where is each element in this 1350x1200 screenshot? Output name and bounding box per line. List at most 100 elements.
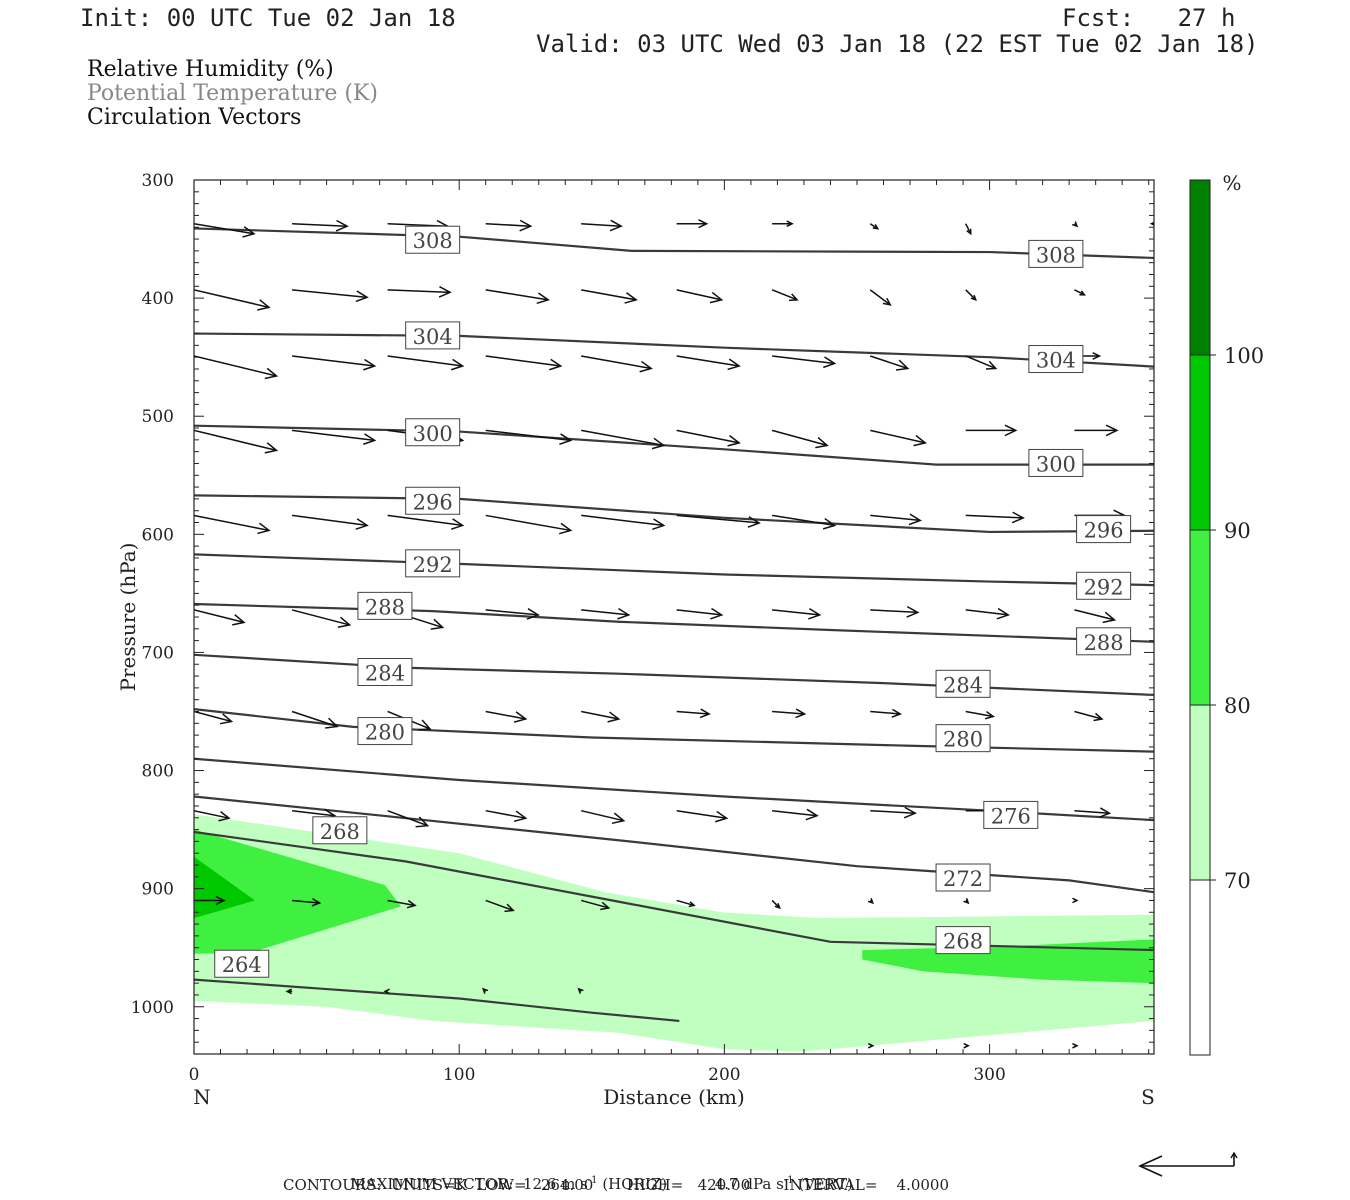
vector-head: [714, 810, 729, 823]
horiz-tag: (HORIZ): [602, 1175, 668, 1193]
theta-contour-296: [194, 494, 1154, 534]
contour-label-box-280: [357, 717, 413, 746]
y-tick-label: 800: [142, 762, 174, 782]
vector-head: [285, 988, 292, 995]
contour-label-box-308: [405, 225, 461, 254]
max-vector-vert: 4.7 dPa s: [714, 1175, 784, 1193]
vector-head: [1092, 352, 1102, 360]
vector-head: [795, 708, 807, 719]
circulation-vector: [485, 514, 573, 535]
circulation-vector: [870, 513, 922, 526]
vector-head: [219, 713, 234, 725]
y-axis-label: Pressure (hPa): [116, 543, 140, 692]
max-vector-line: MAXIMUM VECTOR: 12.6 m s-1 (HORIZ) 4.7 d…: [341, 1157, 853, 1193]
circulation-vector: [870, 429, 927, 447]
vector-shaft: [870, 429, 926, 444]
reference-vector-icon: [1138, 1151, 1238, 1177]
vector-head: [1099, 807, 1112, 818]
circulation-vector: [194, 429, 279, 454]
circulation-vector: [1072, 897, 1079, 904]
circulation-vector: [292, 898, 322, 907]
colorbar-segment: [1190, 530, 1210, 705]
circulation-vector: [870, 806, 917, 819]
circulation-vector: [581, 809, 626, 825]
circulation-vector: [485, 608, 540, 620]
vector-shaft: [772, 809, 818, 817]
legend-vectors: Circulation Vectors: [87, 105, 302, 130]
vector-shaft: [194, 710, 232, 723]
vector-head: [363, 358, 377, 371]
circulation-vector: [581, 355, 653, 373]
contour-label-box-276: [983, 800, 1039, 829]
contour-label-box-300: [405, 418, 461, 447]
vector-head: [264, 442, 279, 454]
circulation-vector: [285, 988, 293, 995]
circulation-vector: [772, 607, 822, 620]
theta-contour-292: [194, 553, 1154, 587]
init-time: Init: 00 UTC Tue 02 Jan 18: [80, 4, 456, 32]
vector-shaft: [869, 289, 891, 306]
vector-head: [1102, 611, 1117, 624]
vector-shaft: [485, 514, 571, 532]
vector-head: [727, 435, 741, 447]
circulation-vector: [581, 219, 623, 232]
contour-label-280: 280: [365, 721, 405, 745]
vector-head: [257, 522, 271, 535]
vector-head: [1071, 221, 1079, 228]
vector-shaft: [387, 809, 428, 827]
contour-label-box-296: [1076, 515, 1132, 544]
contour-label-292: 292: [413, 553, 453, 577]
contour-label-276: 276: [991, 804, 1031, 828]
theta-contour-284: [194, 653, 1154, 697]
circulation-vector: [771, 429, 829, 449]
theta-contour-300: [194, 424, 1154, 466]
vector-shaft: [676, 514, 760, 524]
contour-label-box-304: [405, 321, 461, 350]
vector-shaft: [485, 899, 514, 912]
colorbar-segment: [1190, 180, 1210, 355]
vector-head: [1004, 424, 1018, 437]
circulation-vector: [481, 987, 489, 994]
contour-label-284: 284: [365, 662, 405, 686]
vector-shaft: [194, 289, 270, 309]
circulation-vector: [676, 607, 724, 620]
circulation-vector: [387, 809, 430, 828]
vert-tag: (VERT): [798, 1175, 853, 1193]
vector-shaft: [581, 222, 622, 227]
vector-head: [984, 710, 995, 720]
theta-contour-276: [194, 757, 1154, 822]
circulation-vector: [771, 289, 799, 302]
theta-contour-288: [194, 602, 1154, 643]
vector-head: [652, 518, 666, 531]
vector-head: [513, 711, 528, 723]
valid-time: Valid: 03 UTC Wed 03 Jan 18 (22 EST Tue …: [536, 30, 1259, 58]
vector-head: [727, 358, 741, 371]
vector-shaft: [194, 609, 245, 624]
vector-head: [549, 358, 563, 371]
x-end-label-north: N: [193, 1085, 211, 1109]
circulation-vector: [485, 710, 528, 723]
vector-head: [415, 816, 430, 828]
x-tick-label: 0: [189, 1065, 200, 1085]
contour-label-288: 288: [1084, 631, 1124, 655]
circulation-vector: [869, 223, 880, 230]
circulation-vector: [867, 897, 874, 905]
circulation-vector: [194, 809, 231, 822]
circulation-vector: [1074, 609, 1117, 624]
x-axis-label: Distance (km): [603, 1085, 745, 1109]
contour-label-304: 304: [413, 325, 453, 349]
vector-head: [903, 806, 917, 819]
y-tick-label: 1000: [131, 998, 174, 1018]
colorbar-frame: [1189, 179, 1211, 1056]
vector-head: [996, 607, 1010, 620]
contour-label-280: 280: [943, 728, 983, 752]
circulation-vector: [870, 605, 920, 618]
vector-head: [789, 293, 799, 302]
vector-shaft: [870, 710, 901, 715]
contour-label-268: 268: [320, 820, 360, 844]
vector-head: [867, 1042, 875, 1049]
vector-head: [450, 518, 465, 530]
vector-head: [872, 224, 880, 230]
circulation-vector: [676, 809, 729, 823]
colorbar-segment: [1190, 880, 1210, 1055]
